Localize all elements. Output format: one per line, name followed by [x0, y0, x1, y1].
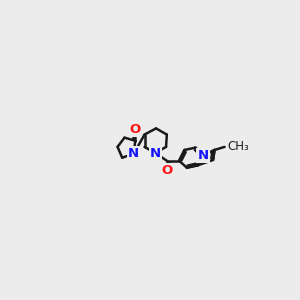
- Text: N: N: [197, 149, 208, 162]
- Text: N: N: [128, 147, 139, 160]
- Text: O: O: [161, 164, 172, 177]
- Text: N: N: [150, 146, 161, 160]
- Text: CH₃: CH₃: [228, 140, 249, 153]
- Text: O: O: [130, 123, 141, 136]
